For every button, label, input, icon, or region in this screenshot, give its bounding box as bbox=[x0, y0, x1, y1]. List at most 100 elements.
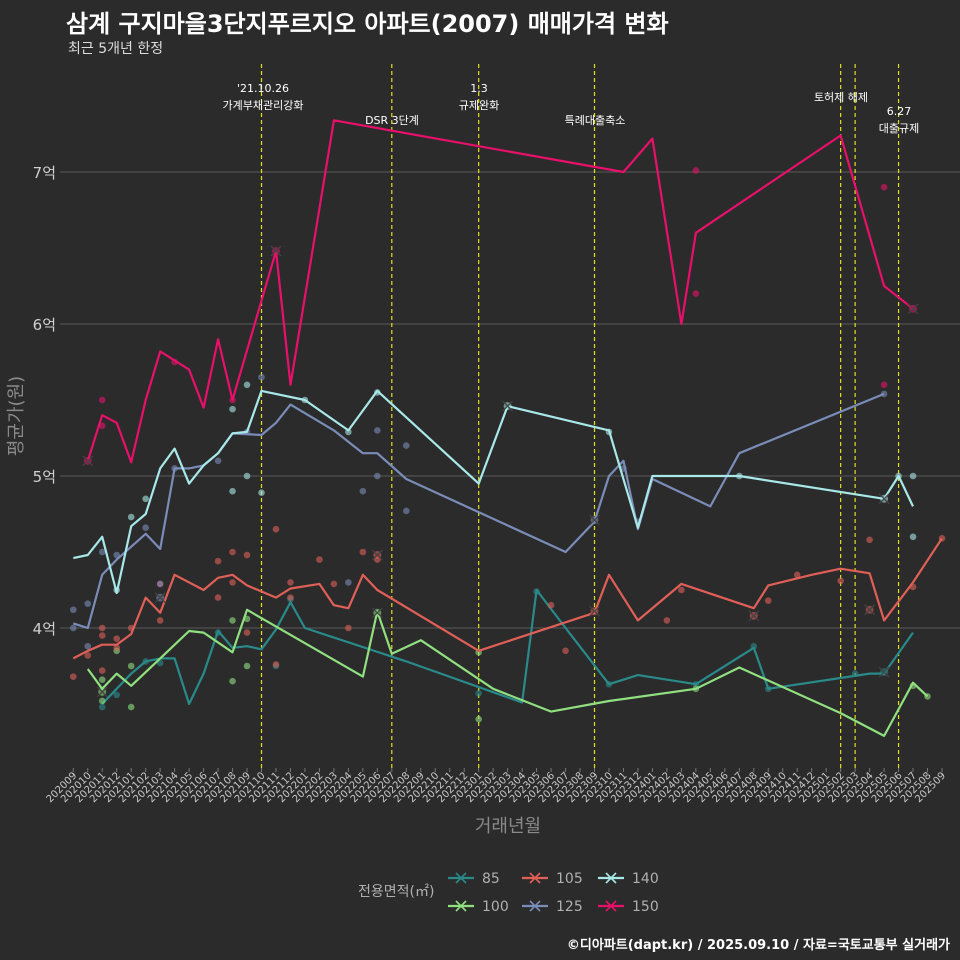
data-point bbox=[156, 617, 164, 624]
data-point bbox=[272, 661, 280, 668]
data-point bbox=[214, 557, 222, 565]
data-point bbox=[229, 617, 236, 624]
legend-swatch-cross bbox=[529, 900, 541, 912]
legend-swatch-cross bbox=[529, 872, 541, 884]
legend-item-100: 100 bbox=[448, 899, 509, 915]
data-point bbox=[84, 642, 92, 650]
legend: 전용면적(㎡) 85 100 105 125 140 150 bbox=[358, 871, 659, 915]
series-line bbox=[72, 392, 885, 630]
y-axis-ticks: 4억 5억 6억 7억 bbox=[33, 164, 56, 638]
data-point bbox=[98, 548, 106, 556]
data-point bbox=[98, 703, 106, 711]
data-point bbox=[142, 524, 149, 531]
data-point bbox=[837, 577, 844, 585]
cross-marker bbox=[154, 592, 166, 604]
cross-marker bbox=[878, 493, 890, 505]
data-point bbox=[113, 644, 121, 652]
data-point bbox=[330, 580, 338, 588]
legend-item-105: 105 bbox=[522, 871, 583, 887]
y-tick-label: 5억 bbox=[33, 468, 56, 486]
data-point bbox=[229, 487, 236, 495]
event-label: 토허제 해제 bbox=[814, 90, 868, 104]
data-point bbox=[98, 422, 106, 430]
data-point bbox=[69, 624, 77, 632]
legend-swatch-cross bbox=[455, 900, 467, 912]
series-105 bbox=[69, 525, 946, 680]
legend-item-150: 150 bbox=[598, 899, 659, 915]
series-line bbox=[73, 389, 914, 595]
data-point bbox=[562, 647, 569, 655]
data-point bbox=[98, 667, 106, 674]
data-point bbox=[84, 652, 92, 659]
data-point bbox=[402, 442, 410, 449]
cross-stroke bbox=[589, 514, 600, 526]
data-point bbox=[692, 290, 700, 297]
legend-label: 125 bbox=[556, 899, 583, 915]
data-point bbox=[243, 629, 251, 636]
series-140 bbox=[73, 381, 917, 595]
series-line bbox=[72, 537, 943, 660]
legend-label: 100 bbox=[482, 899, 509, 915]
legend-item-125: 125 bbox=[522, 899, 583, 915]
data-point bbox=[214, 457, 222, 465]
legend-swatch-cross bbox=[605, 872, 617, 884]
data-point bbox=[287, 579, 294, 586]
event-label: 특례대출축소 bbox=[565, 114, 626, 127]
cross-marker bbox=[589, 514, 600, 526]
data-point bbox=[69, 673, 77, 680]
chart-title: 삼계 구지마을3단지푸르지오 아파트(2007) 매매가격 변화 bbox=[66, 10, 669, 38]
legend-title: 전용면적(㎡) bbox=[358, 884, 434, 900]
series-line bbox=[86, 119, 914, 464]
data-point bbox=[98, 632, 106, 639]
event-label: 규제완화 bbox=[459, 99, 499, 112]
source-caption: ©디아파트(dapt.kr) / 2025.09.10 / 자료=국토교통부 실… bbox=[566, 938, 950, 953]
data-point bbox=[113, 691, 121, 699]
data-point bbox=[692, 167, 700, 174]
event-label: 가계부채관리강화 bbox=[223, 99, 304, 112]
event-label: DSR 3단계 bbox=[365, 114, 419, 127]
data-point bbox=[402, 507, 410, 515]
cross-stroke bbox=[502, 400, 514, 412]
data-point bbox=[374, 472, 381, 480]
cross-marker bbox=[371, 549, 383, 561]
data-point bbox=[229, 548, 236, 556]
cross-marker bbox=[907, 303, 919, 315]
data-point bbox=[345, 579, 352, 586]
data-point bbox=[127, 662, 135, 670]
legend-label: 150 bbox=[632, 899, 659, 915]
series-line bbox=[101, 588, 914, 706]
data-point bbox=[909, 472, 917, 480]
x-axis-title: 거래년월 bbox=[475, 816, 541, 837]
data-point bbox=[345, 624, 352, 632]
data-point bbox=[229, 405, 236, 413]
series-85 bbox=[98, 588, 914, 711]
data-point bbox=[475, 715, 482, 723]
cross-stroke bbox=[96, 686, 108, 698]
data-point bbox=[287, 594, 294, 601]
chart-subtitle: 최근 5개년 한정 bbox=[68, 41, 164, 57]
data-point bbox=[359, 548, 367, 556]
y-axis-title: 평균가(원) bbox=[6, 376, 27, 456]
data-point bbox=[127, 513, 135, 521]
data-point bbox=[142, 495, 149, 503]
data-point bbox=[793, 571, 801, 579]
data-point bbox=[359, 487, 367, 495]
data-point bbox=[475, 690, 482, 697]
data-point bbox=[229, 677, 236, 685]
data-point bbox=[127, 703, 135, 711]
legend-item-140: 140 bbox=[598, 871, 659, 887]
data-point bbox=[243, 472, 251, 480]
data-point bbox=[98, 676, 106, 683]
data-point bbox=[84, 600, 92, 607]
data-point bbox=[547, 601, 555, 609]
data-point bbox=[258, 489, 265, 497]
data-point bbox=[98, 396, 106, 404]
cross-stroke bbox=[371, 549, 383, 561]
grid-layer bbox=[60, 171, 960, 629]
cross-stroke bbox=[907, 303, 919, 315]
data-point bbox=[866, 536, 873, 544]
cross-stroke bbox=[748, 610, 760, 622]
legend-swatch-cross bbox=[455, 872, 467, 884]
